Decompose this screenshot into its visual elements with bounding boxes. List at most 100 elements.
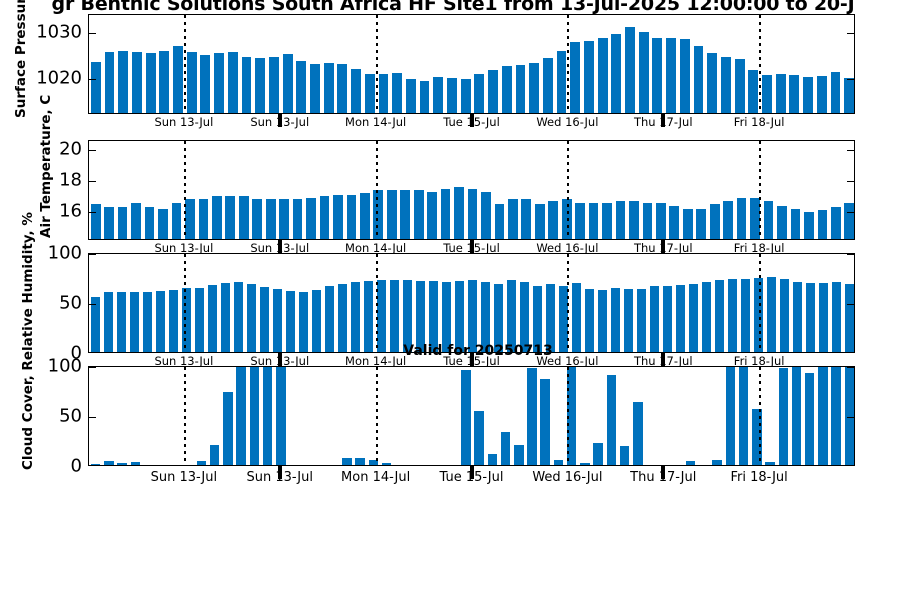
y-tick-label: 100 — [47, 242, 82, 263]
x-axis-day-label: Thu 17-Jul — [633, 115, 693, 129]
bar — [427, 191, 437, 239]
bar — [363, 280, 374, 352]
x-tick — [469, 113, 474, 127]
bar — [515, 64, 526, 113]
day-gridline — [759, 15, 762, 113]
x-axis-day-label: Thu 17-Jul — [633, 353, 693, 368]
x-axis-day-label: Mon 14-Jul — [345, 240, 407, 255]
bar — [619, 445, 630, 465]
x-axis-day-label: Thu 17-Jul — [633, 240, 693, 255]
bar — [386, 190, 397, 239]
day-gridline — [759, 253, 762, 352]
y-tick — [89, 149, 96, 151]
bar — [734, 59, 745, 113]
bar — [738, 366, 749, 465]
x-axis-day-label: Wed 16-Jul — [536, 353, 599, 368]
bar — [461, 369, 471, 465]
x-axis-day-label: Mon 14-Jul — [341, 469, 411, 485]
bar — [324, 285, 335, 352]
y-tick-label: 20 — [59, 138, 82, 160]
bar — [666, 38, 677, 113]
bar — [211, 196, 222, 239]
day-gridline — [183, 15, 186, 113]
bar — [752, 408, 762, 465]
x-tick — [277, 238, 282, 253]
y-tick — [847, 303, 854, 305]
y-tick-label: 50 — [59, 405, 82, 426]
y-tick — [847, 253, 854, 255]
x-axis-day-label: Sun 13-Jul — [250, 353, 310, 368]
bar — [415, 280, 426, 352]
bar — [597, 37, 608, 113]
bar — [130, 461, 141, 465]
bar — [750, 197, 760, 239]
x-tick — [277, 351, 282, 366]
bar — [241, 56, 252, 113]
bar — [803, 77, 813, 113]
plot-area-2 — [89, 140, 854, 239]
bar — [633, 401, 643, 465]
bar — [766, 276, 777, 352]
y-tick — [847, 78, 854, 80]
bar — [693, 45, 704, 113]
bar — [561, 199, 572, 239]
x-tick — [661, 238, 666, 253]
bar — [118, 50, 129, 113]
day-gridline — [375, 366, 378, 465]
bar — [262, 366, 273, 465]
bar — [298, 291, 309, 352]
bar — [570, 42, 581, 113]
day-gridline — [567, 140, 570, 239]
bar — [707, 53, 718, 113]
bar — [207, 284, 218, 352]
x-axis-day-label: Thu 17-Jul — [630, 469, 697, 485]
bar — [249, 366, 260, 465]
bar — [368, 459, 379, 465]
bar — [337, 283, 348, 352]
bar — [467, 188, 478, 239]
y-tick-label: 100 — [47, 355, 82, 376]
bar — [104, 207, 115, 239]
bar — [584, 288, 595, 352]
bar — [662, 285, 673, 352]
bar — [259, 286, 270, 352]
bar — [720, 57, 731, 113]
y-tick-label: 1030 — [36, 21, 82, 43]
day-gridline — [375, 253, 378, 352]
bar — [669, 205, 680, 239]
bar — [727, 278, 738, 352]
valid-for-annotation: Valid for 20250713 — [403, 343, 553, 359]
x-axis-day-label: Fri 18-Jul — [730, 469, 788, 485]
bar — [804, 211, 814, 239]
bar — [282, 54, 293, 113]
bar — [246, 283, 257, 352]
bar — [805, 282, 816, 352]
bar — [488, 69, 498, 113]
bar — [373, 190, 384, 239]
bar — [337, 63, 348, 113]
day-gridline — [375, 140, 378, 239]
bar — [275, 366, 286, 465]
bar — [381, 462, 392, 465]
bar — [392, 72, 403, 113]
x-tick — [661, 113, 666, 127]
bar — [623, 288, 634, 352]
bar — [762, 74, 772, 113]
bar — [748, 69, 759, 113]
x-axis-day-label: Wed 16-Jul — [536, 240, 599, 255]
bar — [534, 204, 545, 239]
x-tick — [661, 464, 666, 479]
bar — [413, 190, 424, 239]
bar — [268, 56, 279, 113]
y-tick — [847, 212, 854, 214]
bar — [701, 281, 712, 352]
x-axis-day-label: Tue 15-Jul — [443, 353, 500, 368]
bar — [292, 199, 303, 239]
bar — [419, 81, 430, 113]
bar — [501, 65, 512, 113]
bar — [255, 58, 266, 113]
bar — [116, 291, 127, 352]
bar — [656, 202, 666, 239]
y-tick-label: 0 — [70, 342, 82, 363]
bar — [709, 204, 720, 239]
